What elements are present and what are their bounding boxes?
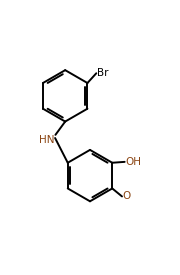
Text: OH: OH (125, 157, 141, 167)
Text: O: O (122, 191, 131, 201)
Text: HN: HN (39, 135, 55, 145)
Text: Br: Br (97, 68, 108, 78)
